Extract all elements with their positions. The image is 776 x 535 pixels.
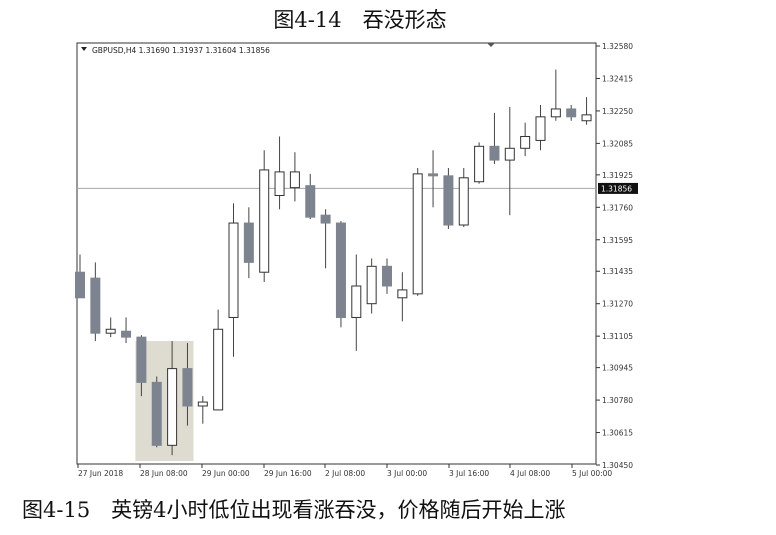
bullish-candle-body [504,147,515,161]
candle [136,335,147,397]
x-tick-label: 3 Jul 00:00 [387,469,427,478]
y-tick-label: 1.32250 [602,107,633,116]
y-tick-label: 1.31760 [602,203,633,212]
bearish-candle-body [151,381,162,446]
y-tick-label: 1.31435 [602,267,633,276]
x-tick-label: 4 Jul 08:00 [510,469,550,478]
candle [259,150,270,283]
candle [351,254,362,351]
candle [75,254,85,299]
candle [366,258,377,314]
bearish-candle-body [489,145,500,161]
bullish-candle-body [289,171,300,189]
current-price-tag [598,182,638,194]
bullish-candle-body [213,328,224,411]
figure-caption: 图4-15 英镑4小时低位出现看涨吞没，价格随后开始上涨 [22,498,566,522]
chart-header: GBPUSD,H4 1.31690 1.31937 1.31604 1.3185… [92,46,270,55]
x-tick-label: 2 Jul 08:00 [325,469,365,478]
candle [274,136,285,210]
candle [382,258,392,294]
x-tick-label: 5 Jul 00:00 [572,469,612,478]
bearish-candle-body [382,265,392,287]
candle [397,272,408,322]
y-tick-label: 1.32085 [602,139,633,148]
candle [289,152,300,202]
candle [228,203,239,357]
bearish-candle-body [335,222,346,318]
header-dropdown-icon[interactable] [81,47,87,51]
bullish-candle-body [458,177,469,226]
candle [504,106,515,216]
bullish-candle-body [535,116,546,141]
bullish-candle-body [259,169,270,273]
x-tick-label: 28 Jun 08:00 [140,469,188,478]
bullish-candle-body [366,265,377,305]
bearish-candle-body [243,222,254,263]
y-tick-label: 1.32580 [602,42,633,51]
y-tick-label: 1.31105 [602,332,633,341]
candle [320,209,331,269]
bearish-candle-body [90,277,101,334]
candle [566,105,577,121]
candle [335,221,346,328]
x-tick-label: 3 Jul 16:00 [449,469,489,478]
bullish-candle-body [397,289,408,299]
candle [535,105,546,151]
x-tick-label: 27 Jun 2018 [78,469,123,478]
candle [90,262,101,342]
bearish-candle-body [75,271,85,299]
bearish-candle-body [305,185,316,218]
candle [520,122,531,157]
scroll-marker-icon [487,43,495,47]
bullish-candle-body [351,285,362,318]
candle [197,396,208,424]
bullish-candle-body [105,328,116,334]
y-tick-label: 1.32415 [602,74,633,83]
x-tick-label: 29 Jun 16:00 [264,469,312,478]
candle [305,173,316,220]
candle [581,97,592,125]
bullish-candle-body [274,171,285,197]
candle [474,142,485,184]
candle [105,317,116,338]
y-tick-label: 1.31925 [602,171,633,180]
candle [550,69,561,121]
bullish-candle-body [520,135,531,149]
bullish-candle-body [412,173,423,295]
bearish-candle-body [136,336,147,383]
candle [182,343,193,426]
candle [243,207,254,279]
bearish-candle-body [320,214,331,224]
candle [428,150,439,208]
candle [412,167,423,296]
figure-title: 图4-14 吞没形态 [273,8,447,32]
bearish-candle-body [443,175,454,226]
x-tick-label: 29 Jun 00:00 [202,469,250,478]
bullish-candle-body [167,368,178,446]
bullish-candle-body [581,114,592,122]
bullish-candle-body [197,401,208,407]
y-tick-label: 1.31270 [602,300,633,309]
bullish-candle-body [550,108,561,118]
bearish-candle-body [566,108,577,118]
y-tick-label: 1.30615 [602,429,633,438]
bullish-candle-body [228,222,239,318]
candle [151,376,162,448]
candle [443,167,454,229]
bearish-candle-body [428,173,439,177]
candle [458,167,469,227]
bearish-candle-body [121,330,132,338]
current-price-label: 1.31856 [601,184,632,193]
y-tick-label: 1.30450 [602,461,633,470]
candle [121,317,132,344]
candle [489,112,500,165]
candle [213,309,224,411]
y-tick-label: 1.30780 [602,396,633,405]
bearish-candle-body [182,368,193,407]
y-tick-label: 1.31595 [602,236,633,245]
bullish-candle-body [474,145,485,183]
y-tick-label: 1.30945 [602,364,633,373]
candle [167,341,178,456]
